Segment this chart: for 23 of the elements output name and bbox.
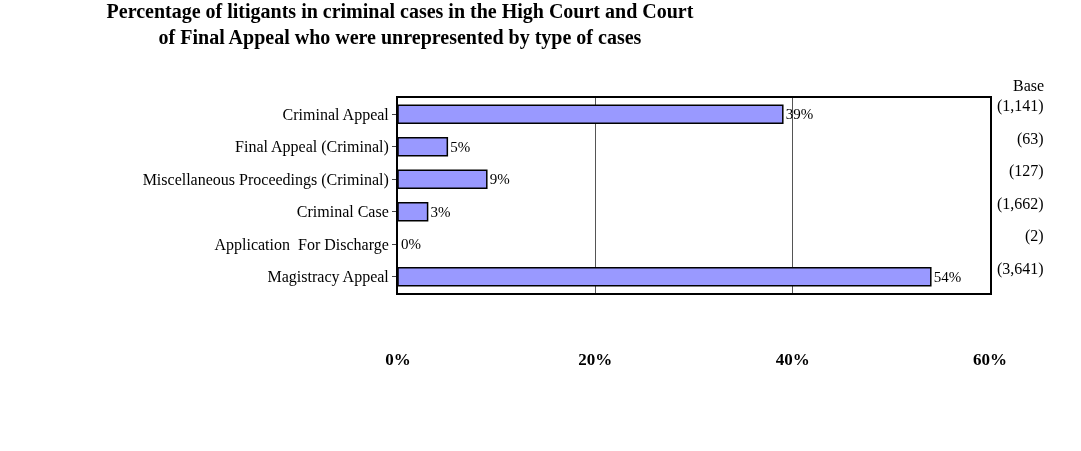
text: (127)	[1009, 162, 1044, 180]
text: (3,641)	[997, 260, 1044, 278]
x-tick-label: 20%	[578, 350, 613, 370]
x-tick-label: 40%	[775, 350, 810, 370]
y-tick-label: Criminal Appeal	[282, 105, 390, 124]
y-tick-label: Magistracy Appeal	[267, 268, 390, 287]
data-label: 3%	[430, 203, 451, 220]
y-tick-label: Application For Discharge	[214, 235, 389, 254]
text: (1,141)	[997, 97, 1044, 115]
data-label: 54%	[933, 268, 962, 285]
y-tick-label: Final Appeal (Criminal)	[235, 138, 389, 157]
y-tick-label: Criminal Case	[296, 203, 389, 221]
y-tick-label: Miscellaneous Proceedings (Criminal)	[142, 170, 389, 189]
chart-title: Percentage of litigants in criminal cases in the High Court and Court of Final Appeal who were unrepresented by type of cases	[106, 0, 694, 50]
data-label: 9%	[489, 171, 510, 188]
data-label: 5%	[450, 138, 471, 155]
text: (63)	[1017, 130, 1044, 148]
text: (2)	[1025, 227, 1044, 245]
data-label: 0%	[401, 236, 421, 253]
text: (1,662)	[997, 195, 1044, 213]
x-tick-label: 0%	[385, 350, 411, 370]
x-tick-label: 60%	[973, 350, 1007, 370]
text: Base	[1013, 77, 1045, 94]
